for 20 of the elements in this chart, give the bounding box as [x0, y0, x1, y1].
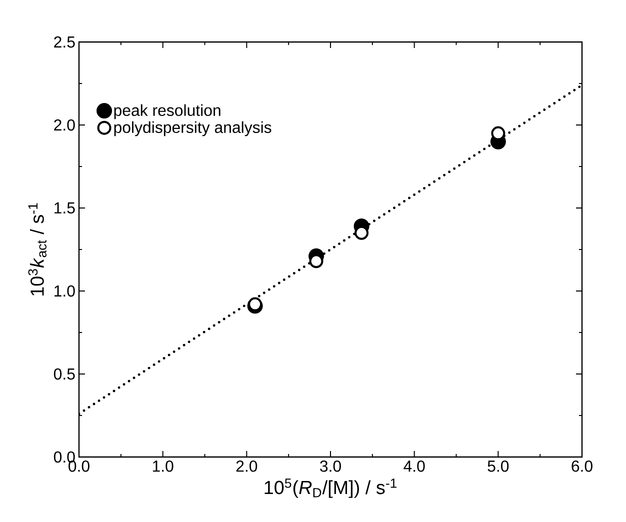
y-tick-label: 1.0: [54, 285, 75, 297]
point: [309, 254, 324, 268]
y-tick-label: 2.0: [54, 119, 75, 131]
x-tick-label: 0.0: [68, 460, 90, 472]
x-tick-label: 4.0: [404, 460, 425, 472]
y-tick-label: 0.0: [54, 451, 75, 463]
x-tick-label: 3.0: [320, 460, 341, 472]
y-tick-label: 1.5: [54, 202, 75, 214]
x-tick-label: 2.0: [236, 460, 258, 472]
x-tick-label: 5.0: [488, 460, 509, 472]
x-tick-label: 6.0: [572, 460, 592, 472]
point: [491, 126, 506, 140]
y-axis-title: 10$^{3}$k$_{act}$ / s$^{-1}$: [28, 203, 46, 296]
y-tick-label: 2.5: [54, 36, 75, 48]
x-tick-label: 1.0: [152, 460, 174, 472]
x-axis-title: 10$^{5}$(R$_{D}$/[M]) / s$^{-1}$: [264, 478, 397, 498]
point: [354, 226, 369, 240]
y-tick-label: 0.5: [54, 368, 75, 380]
legend-label: peak resolution: [114, 104, 220, 120]
legend-label: polydispersity analysis: [114, 121, 272, 136]
